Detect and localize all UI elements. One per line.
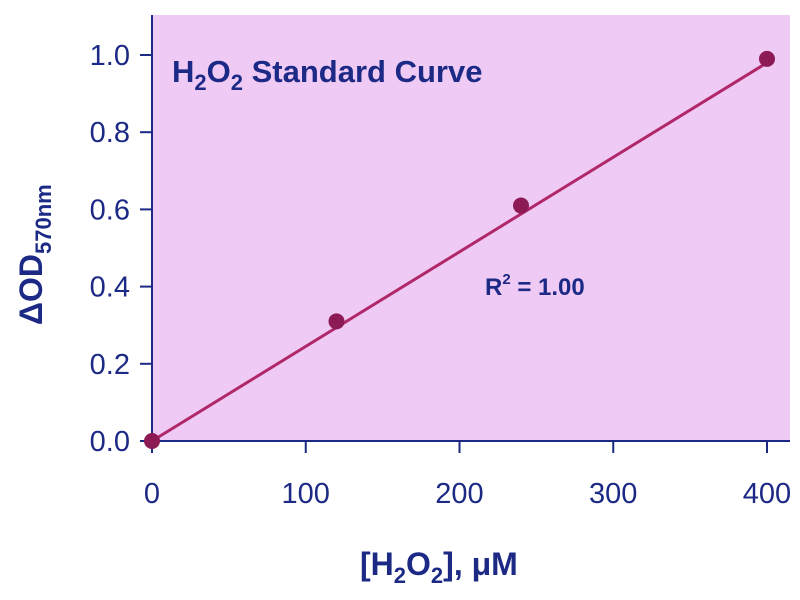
x-tick-label: 100 xyxy=(282,478,330,510)
x-axis: 0 100 200 300 400 xyxy=(140,440,791,510)
data-points xyxy=(144,50,775,449)
x-tick-label: 200 xyxy=(435,478,483,510)
fit-line xyxy=(151,61,768,443)
data-point xyxy=(144,433,160,449)
data-point xyxy=(328,313,345,330)
y-tick-label: 0.8 xyxy=(90,117,130,149)
plot-area xyxy=(152,15,790,441)
x-tick-label: 0 xyxy=(144,478,160,510)
x-tick-label: 300 xyxy=(589,478,637,510)
y-tick-label: 1.0 xyxy=(90,40,130,72)
x-tick-label: 400 xyxy=(743,478,791,510)
data-point xyxy=(759,50,775,67)
y-axis: 0.0 0.2 0.4 0.6 0.8 1.0 xyxy=(90,15,153,458)
chart-title: H2O2 Standard Curve xyxy=(172,54,482,95)
x-axis-title: [H2O2], μM xyxy=(360,546,518,588)
y-tick-label: 0.2 xyxy=(90,349,130,381)
y-axis-title: ΔOD570nm xyxy=(13,184,56,325)
y-tick-label: 0.6 xyxy=(90,194,130,226)
r-squared-annotation: R2 = 1.00 xyxy=(485,271,585,301)
y-tick-label: 0.0 xyxy=(90,426,130,458)
data-point xyxy=(513,197,529,214)
y-tick-label: 0.4 xyxy=(90,272,130,304)
